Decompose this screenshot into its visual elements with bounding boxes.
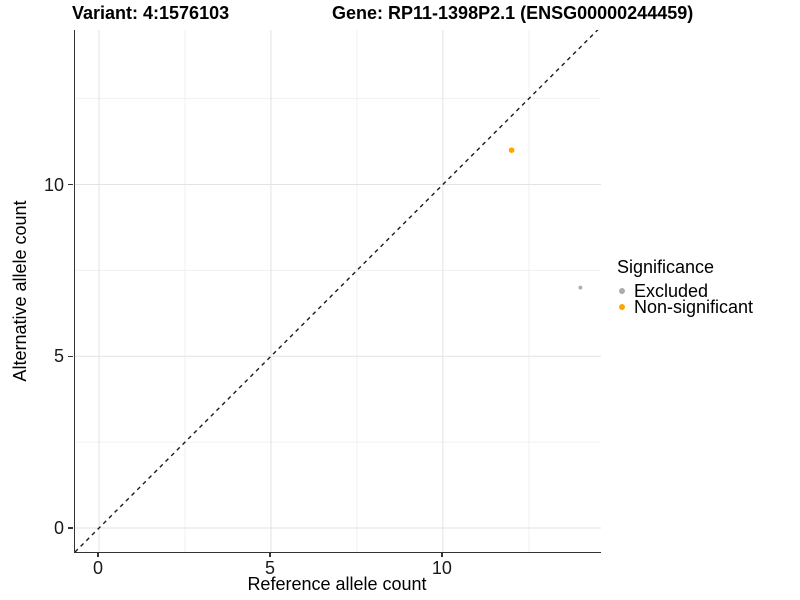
x-tick-label: 10 — [431, 558, 452, 578]
x-tick-label: 5 — [264, 558, 275, 578]
y-tick-label: 5 — [53, 346, 64, 367]
legend-title: Significance — [617, 257, 715, 277]
identity-dashed-line — [75, 30, 599, 552]
y-tick-mark — [68, 527, 73, 529]
gene-title: Gene: RP11-1398P2.1 (ENSG00000244459) — [332, 3, 694, 23]
legend-label: Excluded — [634, 280, 709, 301]
y-axis-title: Alternative allele count — [10, 200, 30, 382]
excluded-dot-icon — [619, 288, 625, 294]
legend-label: Non-significant — [634, 296, 754, 317]
legend-entry-non-significant: Non-significant — [617, 296, 754, 317]
plot-panel — [74, 30, 601, 553]
scatter-plot-canvas — [75, 30, 601, 552]
y-tick-label: 0 — [53, 517, 64, 538]
data-point-excluded — [578, 285, 583, 290]
y-tick-label: 10 — [43, 174, 64, 195]
x-axis-title: Reference allele count — [247, 574, 427, 594]
x-tick-mark — [269, 552, 271, 557]
legend-entry-excluded: Excluded — [617, 280, 753, 301]
variant-title: Variant: 4:1576103 — [72, 3, 230, 23]
x-tick-label: 0 — [93, 558, 104, 578]
y-tick-mark — [68, 355, 73, 357]
data-point-non-significant — [508, 147, 515, 153]
x-tick-mark — [441, 552, 443, 557]
y-tick-mark — [68, 183, 73, 186]
x-tick-mark — [97, 552, 99, 557]
legend: Significance Excluded Non-significant — [617, 257, 754, 317]
non-significant-dot-icon — [619, 304, 625, 310]
